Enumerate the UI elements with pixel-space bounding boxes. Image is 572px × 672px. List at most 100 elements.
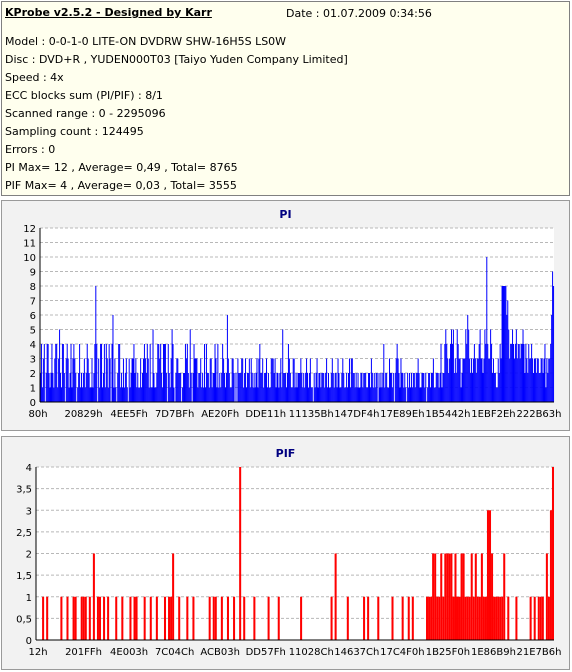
pi-bar — [348, 358, 350, 402]
pi-bar — [48, 373, 50, 402]
pi-bar — [333, 387, 335, 402]
pif-bar — [545, 553, 548, 640]
pi-bar — [291, 387, 293, 402]
pi-bar — [338, 373, 340, 402]
pi-bar — [104, 387, 106, 402]
pi-bar — [72, 358, 74, 402]
pi-bar — [447, 358, 449, 402]
pi-bar — [466, 344, 468, 402]
pi-bar — [138, 387, 140, 402]
pif-bar — [468, 596, 471, 640]
pi-bar — [101, 387, 103, 402]
pi-bar — [427, 387, 429, 402]
pif-bar — [442, 596, 445, 640]
pi-bar — [136, 387, 138, 402]
app-title: KProbe v2.5.2 - Designed by Karr — [5, 6, 212, 19]
pi-bar — [56, 344, 58, 402]
pi-bar — [334, 373, 336, 402]
pi-bar — [492, 373, 494, 402]
pi-bar — [444, 344, 446, 402]
pif-bar — [456, 596, 459, 640]
pi-bar — [445, 329, 447, 402]
pi-bar — [460, 387, 462, 402]
pif-bar — [214, 596, 217, 640]
pi-bar — [255, 373, 257, 402]
pi-bar — [547, 373, 549, 402]
pi-bar — [92, 387, 94, 402]
pi-bar — [347, 387, 349, 402]
pi-bar — [318, 373, 320, 402]
pi-bar — [439, 373, 441, 402]
pi-bar — [389, 358, 391, 402]
pi-bar — [99, 387, 101, 402]
pi-bar — [437, 373, 439, 402]
pi-bar — [490, 329, 492, 402]
pi-bar — [81, 387, 83, 402]
pi-bar — [237, 358, 239, 402]
pif-y-tick-label: 3,5 — [16, 485, 32, 496]
pif-bar — [155, 596, 158, 640]
pi-y-tick-label: 10 — [23, 253, 36, 264]
pi-bar — [226, 315, 228, 402]
pi-bar — [225, 387, 226, 402]
pif-bar — [170, 596, 173, 640]
pif-bar — [436, 596, 439, 640]
pi-bar — [155, 387, 157, 402]
pi-bar — [169, 387, 171, 402]
pi-bar — [301, 373, 303, 402]
pi-bar — [434, 387, 436, 402]
pi-bar — [441, 387, 443, 402]
pi-bar — [431, 373, 433, 402]
pif-bar — [472, 596, 475, 640]
pi-bar — [89, 387, 91, 402]
pi-bar — [289, 373, 291, 402]
pi-bar — [215, 358, 217, 402]
pif-bar — [495, 596, 498, 640]
pi-bar — [359, 387, 361, 402]
pif-bar — [192, 596, 195, 640]
pi-bar — [60, 387, 62, 402]
pi-bar — [400, 358, 402, 402]
pi-bar — [134, 373, 136, 402]
pif-bar — [541, 596, 544, 640]
pi-bar — [200, 358, 202, 402]
pi-bar — [363, 373, 365, 402]
pi-bar — [139, 387, 141, 402]
pi-bar — [353, 373, 355, 402]
pi-bar — [299, 373, 301, 402]
pi-bar — [171, 329, 173, 402]
pif-bar — [135, 596, 138, 640]
pi-bar — [409, 373, 411, 402]
pi-bar — [428, 373, 430, 402]
pi-bar — [231, 358, 233, 402]
pi-bar — [527, 373, 529, 402]
pi-bar — [513, 358, 515, 402]
pif-bar — [539, 596, 542, 640]
pi-bar — [382, 373, 384, 402]
pif-bar — [407, 596, 410, 640]
pi-bar — [82, 373, 84, 402]
pi-bar — [245, 387, 247, 402]
pi-bar — [54, 358, 56, 402]
pi-bar — [150, 387, 152, 402]
pi-bar — [321, 373, 323, 402]
pi-bar — [424, 387, 426, 402]
pi-bar — [346, 373, 348, 402]
pi-bar — [107, 387, 109, 402]
pi-bar — [253, 373, 255, 402]
pi-bar — [242, 358, 244, 402]
pi-bar — [372, 387, 374, 402]
pi-bar — [461, 373, 463, 402]
pi-bar — [65, 358, 67, 402]
pi-bar — [111, 344, 113, 402]
pi-bar — [413, 373, 415, 402]
pi-bar — [362, 387, 364, 402]
pi-bar — [452, 329, 454, 402]
pi-bar — [80, 387, 82, 402]
pif-bar — [82, 596, 85, 640]
pi-bar — [122, 387, 124, 402]
pi-bar — [170, 358, 172, 402]
pi-bar — [385, 373, 387, 402]
pi-bar — [531, 344, 533, 402]
pi-bar — [158, 344, 160, 402]
